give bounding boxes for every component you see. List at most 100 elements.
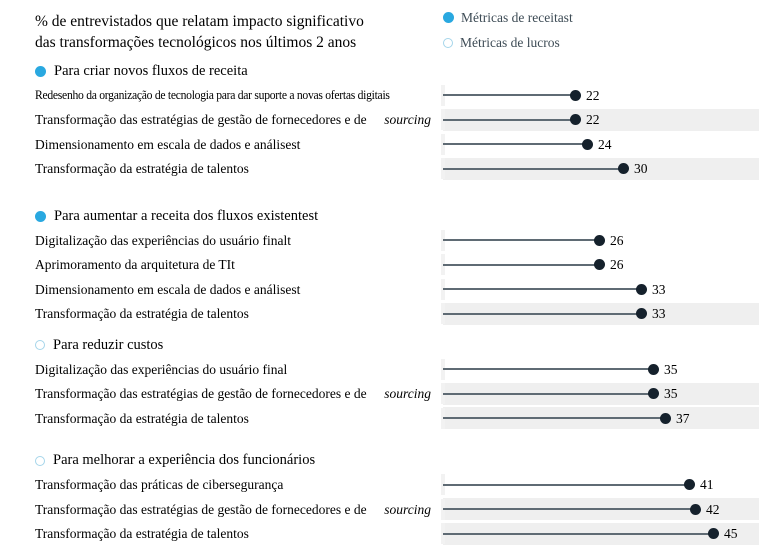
row-label: Transformação da estratégia de talentos — [35, 306, 433, 322]
chart-row: Dimensionamento em escala de dados e aná… — [0, 277, 774, 302]
row-label: Transformação das práticas de cibersegur… — [35, 477, 433, 493]
data-point — [689, 503, 701, 515]
row-label: Aprimoramento da arquitetura de TIt — [35, 257, 433, 273]
filled-circle-icon — [443, 12, 454, 23]
legend-item-receitas: Métricas de receitast — [443, 5, 573, 30]
row-label-italic-suffix: sourcing — [384, 112, 431, 127]
chart-legend: Métricas de receitast Métricas de lucros — [443, 5, 573, 55]
row-label: Transformação das estratégias de gestão … — [35, 502, 433, 518]
row-label-italic-suffix: sourcing — [384, 501, 431, 517]
lollipop-line — [443, 118, 575, 121]
lollipop-line — [443, 167, 623, 170]
row-label: Digitalização das experiências do usuári… — [35, 233, 433, 249]
row-label-text: Dimensionamento em escala de dados e aná… — [35, 136, 301, 152]
row-label: Digitalização das experiências do usuári… — [35, 362, 433, 378]
value-label: 45 — [724, 526, 738, 541]
lollipop-line — [443, 239, 599, 242]
value-label: 24 — [598, 136, 612, 152]
row-label-text: Transformação da estratégia de talentos — [35, 161, 249, 176]
row-label-text: Dimensionamento em escala de dados e aná… — [35, 281, 301, 297]
chart-row: Transformação das estratégias de gestão … — [0, 108, 774, 133]
legend-label: Métricas de receitast — [461, 9, 573, 25]
row-label-text: Transformação das práticas de cibersegur… — [35, 477, 284, 492]
data-point — [659, 412, 671, 424]
data-point — [635, 308, 647, 320]
value-label: 33 — [652, 281, 666, 297]
group-title: Para reduzir custos — [53, 336, 164, 353]
chart-group: Para melhorar a experiência dos funcioná… — [0, 449, 774, 547]
row-label: Transformação das estratégias de gestão … — [35, 112, 433, 128]
row-label-text: Transformação da estratégia de talentos — [35, 306, 249, 321]
chart-row: Transformação das estratégias de gestão … — [0, 382, 774, 407]
chart-row: Redesenho da organização de tecnologia p… — [0, 83, 774, 108]
data-point — [647, 363, 659, 375]
data-point — [617, 163, 629, 175]
lollipop-line — [443, 288, 641, 291]
value-label: 37 — [676, 410, 690, 426]
filled-circle-icon — [35, 210, 46, 222]
group-header: Para melhorar a experiência dos funcioná… — [0, 449, 774, 473]
legend-label: Métricas de lucros — [460, 34, 560, 50]
chart-title-line1: % de entrevistados que relatam impacto s… — [35, 13, 364, 30]
hollow-circle-icon — [443, 37, 453, 48]
lollipop-line — [443, 392, 653, 395]
chart-group: Para reduzir custos Digitalização das exp… — [0, 333, 774, 431]
chart-row: Transformação das estratégias de gestão … — [0, 497, 774, 522]
lollipop-line — [443, 312, 641, 315]
chart-row: Digitalização das experiências do usuári… — [0, 357, 774, 382]
legend-item-lucros: Métricas de lucros — [443, 30, 573, 55]
row-label-text: Transformação das estratégias de gestão … — [35, 386, 367, 401]
group-header: Para aumentar a receita dos fluxos exist… — [0, 204, 774, 228]
row-label-text: Transformação da estratégia de talentos — [35, 410, 249, 426]
data-point — [569, 114, 581, 126]
row-label: Redesenho da organização de tecnologia p… — [35, 88, 409, 103]
row-label: Transformação da estratégia de talentos — [35, 526, 433, 542]
lollipop-line — [443, 263, 599, 266]
row-label: Dimensionamento em escala de dados e aná… — [35, 282, 433, 298]
chart-row: Transformação da estratégia de talentos 4… — [0, 522, 774, 547]
chart-row: Transformação das práticas de cibersegur… — [0, 473, 774, 498]
lollipop-line — [443, 143, 587, 146]
value-label: 33 — [652, 306, 666, 321]
chart-row: Dimensionamento em escala de dados e aná… — [0, 132, 774, 157]
value-label: 22 — [586, 87, 600, 103]
row-label-text: Aprimoramento da arquitetura de TIt — [35, 257, 235, 272]
value-label: 35 — [664, 361, 678, 377]
row-label-text: Transformação das estratégias de gestão … — [35, 501, 367, 517]
lollipop-line — [443, 483, 689, 486]
lollipop-line — [443, 417, 665, 420]
value-label: 26 — [610, 257, 624, 272]
chart-row: Transformação da estratégia de talentos 3… — [0, 406, 774, 431]
row-label-text: Digitalização das experiências do usuári… — [35, 361, 288, 377]
row-label: Transformação das estratégias de gestão … — [35, 386, 433, 402]
data-point — [581, 138, 593, 150]
row-label: Transformação da estratégia de talentos — [35, 411, 433, 427]
lollipop-line — [443, 94, 575, 97]
filled-circle-icon — [35, 65, 46, 77]
data-point — [569, 89, 581, 101]
lollipop-line — [443, 368, 653, 371]
lollipop-line — [443, 508, 695, 511]
value-label: 30 — [634, 161, 648, 176]
value-label: 42 — [706, 501, 720, 517]
chart-group: Para aumentar a receita dos fluxos exist… — [0, 204, 774, 326]
row-label-text: Transformação da estratégia de talentos — [35, 526, 249, 541]
chart-row: Transformação da estratégia de talentos 3… — [0, 157, 774, 182]
group-title: Para criar novos fluxos de receita — [54, 62, 248, 79]
row-band — [443, 108, 759, 131]
lollipop-line — [443, 532, 713, 535]
value-label: 22 — [586, 112, 600, 127]
value-label: 41 — [700, 477, 714, 492]
data-point — [593, 234, 605, 246]
data-point — [593, 259, 605, 271]
chart-title: % de entrevistados que relatam impacto s… — [35, 11, 455, 53]
chart-group: Para criar novos fluxos de receita Redese… — [0, 59, 774, 181]
group-title: Para aumentar a receita dos fluxos exist… — [54, 207, 319, 224]
chart-row: Transformação da estratégia de talentos 3… — [0, 302, 774, 327]
row-label-text: Transformação das estratégias de gestão … — [35, 112, 367, 127]
row-label: Dimensionamento em escala de dados e aná… — [35, 137, 433, 153]
data-point — [707, 528, 719, 540]
data-point — [647, 388, 659, 400]
